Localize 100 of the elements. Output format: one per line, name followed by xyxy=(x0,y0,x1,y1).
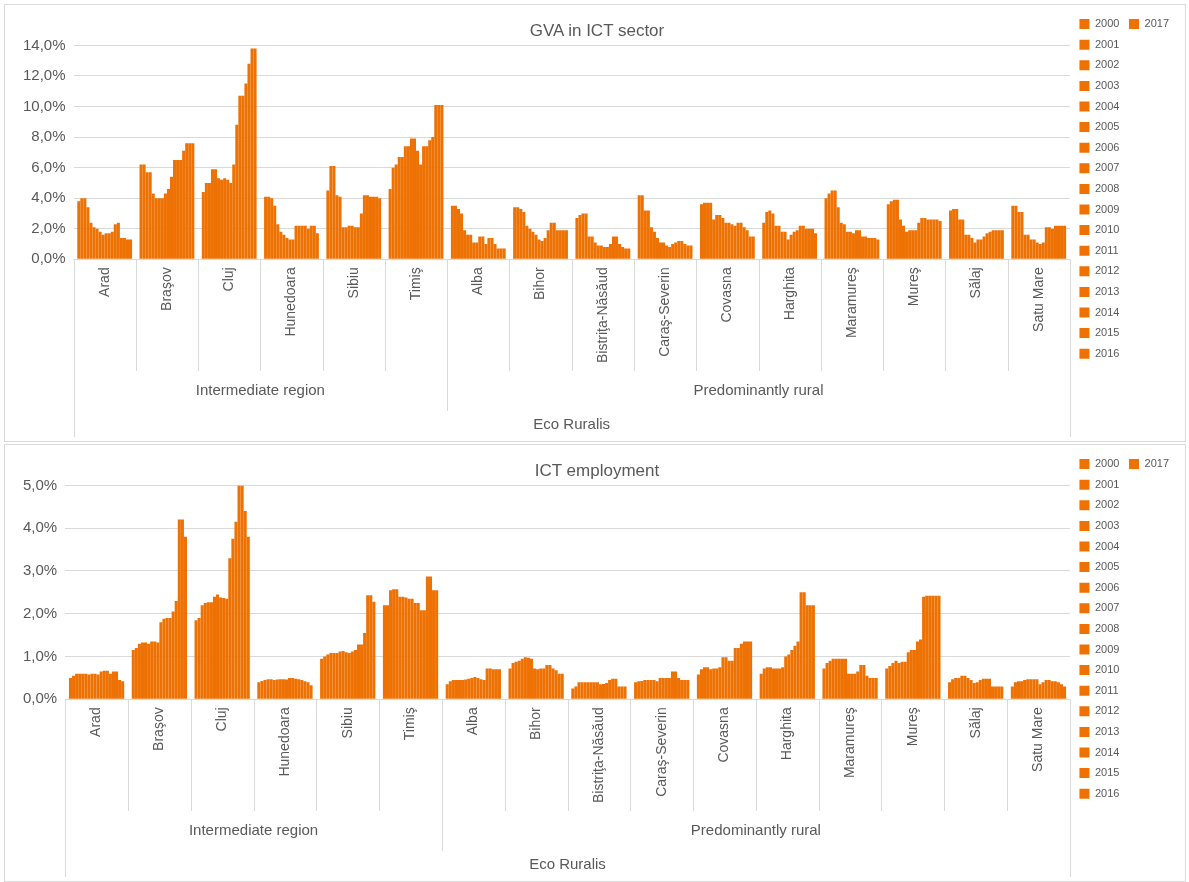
bar xyxy=(970,237,974,259)
y-tick-label: 3,0% xyxy=(22,561,58,579)
bar xyxy=(297,225,301,259)
bar xyxy=(787,654,791,699)
bar xyxy=(188,143,192,259)
bar xyxy=(640,680,644,699)
bar xyxy=(329,166,333,259)
legend-label: 2005 xyxy=(1094,120,1120,133)
bar xyxy=(323,656,327,699)
bar xyxy=(428,576,433,699)
bar xyxy=(350,651,354,699)
legend-label: 2013 xyxy=(1094,284,1120,297)
bar xyxy=(721,657,725,699)
legend-label: 2008 xyxy=(1094,181,1120,194)
x-tick-label: Satu Mare xyxy=(1029,707,1046,772)
bar xyxy=(620,686,624,699)
legend-label: 2012 xyxy=(1094,704,1120,717)
bar xyxy=(160,198,164,259)
bar xyxy=(338,196,342,259)
bar xyxy=(282,234,286,259)
bar xyxy=(991,230,995,259)
bar xyxy=(793,645,797,699)
bar xyxy=(894,660,898,699)
bar xyxy=(397,156,401,259)
bar xyxy=(121,681,125,699)
bar xyxy=(771,213,775,259)
bar xyxy=(680,240,684,259)
x-tick-label: Maramureş xyxy=(842,267,859,339)
bar xyxy=(469,234,473,259)
x-tick-label: Harghita xyxy=(778,707,795,761)
legend-label: 2016 xyxy=(1094,786,1120,799)
bar xyxy=(574,686,578,699)
bar xyxy=(75,673,79,699)
text: Predominantly rural xyxy=(693,381,824,399)
bar xyxy=(470,677,474,699)
bar xyxy=(583,682,587,699)
x-tick-label: Cluj xyxy=(213,707,230,732)
bar xyxy=(514,661,518,699)
bar xyxy=(147,643,151,699)
bar xyxy=(326,654,330,699)
bar xyxy=(969,680,973,699)
bar xyxy=(590,236,594,259)
bar xyxy=(272,680,276,699)
bar xyxy=(435,590,439,699)
bar xyxy=(739,222,743,259)
bar xyxy=(490,237,494,259)
bar xyxy=(440,104,444,259)
bar xyxy=(497,669,501,699)
bar xyxy=(689,245,693,259)
bar xyxy=(450,205,454,259)
bar xyxy=(165,618,169,699)
bar xyxy=(853,673,857,699)
bar xyxy=(979,239,983,259)
bar xyxy=(917,222,921,259)
bar xyxy=(491,669,495,699)
bar xyxy=(789,234,793,259)
bar xyxy=(401,596,405,699)
bar xyxy=(391,167,395,259)
bar xyxy=(353,227,357,259)
bar xyxy=(928,595,932,699)
bar xyxy=(578,214,582,259)
bar xyxy=(1026,679,1030,699)
bar xyxy=(303,681,307,699)
bar xyxy=(1063,686,1067,699)
bar xyxy=(768,210,772,259)
bar xyxy=(451,680,455,699)
bar xyxy=(873,237,877,259)
legend-label: 2002 xyxy=(1094,498,1120,511)
bar xyxy=(564,230,568,259)
y-tick-label: 14,0% xyxy=(22,35,66,53)
bar xyxy=(589,682,593,699)
bar xyxy=(134,647,138,699)
bar xyxy=(870,237,874,259)
bar xyxy=(842,224,846,259)
bar xyxy=(973,242,977,259)
bar xyxy=(1023,680,1027,699)
bar xyxy=(658,677,662,699)
bar xyxy=(191,143,195,259)
bar xyxy=(602,247,606,259)
bar xyxy=(671,244,675,259)
bar xyxy=(499,248,503,259)
bar xyxy=(410,598,414,699)
bar xyxy=(1000,230,1004,259)
bar xyxy=(1032,679,1036,699)
bar xyxy=(895,199,899,259)
bar xyxy=(830,190,834,259)
bar xyxy=(967,234,971,259)
bar xyxy=(153,641,157,699)
legend-label: 2009 xyxy=(1094,202,1120,215)
legend-label: 2015 xyxy=(1094,766,1120,779)
bar xyxy=(80,198,84,259)
bar xyxy=(392,589,396,699)
x-tick-label: Bistriţa-Năsăud xyxy=(593,267,610,363)
bar xyxy=(270,198,274,259)
bar xyxy=(601,683,606,699)
bar xyxy=(428,140,432,259)
x-tick-label: Arad xyxy=(87,707,104,737)
bar xyxy=(581,213,585,259)
bar xyxy=(522,211,526,259)
bar xyxy=(975,682,979,699)
